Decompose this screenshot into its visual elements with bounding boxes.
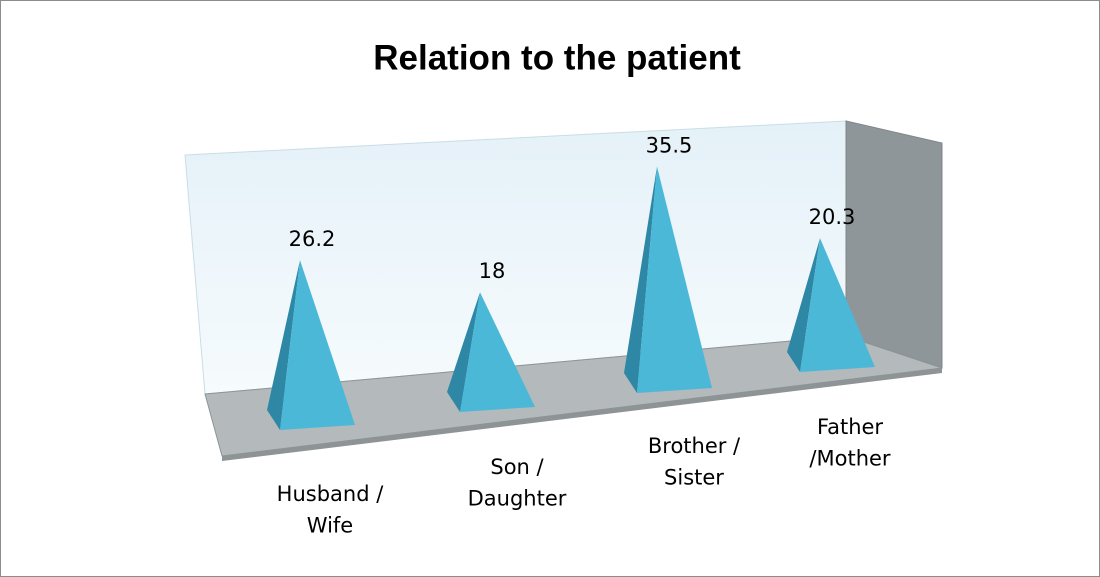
data-label: 20.3 [809,205,856,229]
pyramid-side [447,292,480,412]
pyramid-front [800,238,875,372]
pyramid-front [637,166,712,393]
data-label: 35.5 [646,133,693,157]
pyramid-side [267,260,300,430]
pyramid-front [280,260,355,430]
x-tick-label: Husband / Wife [277,482,385,538]
floor-edge [222,368,942,461]
x-tick-label: Brother / Sister [648,434,741,490]
pyramid-side [787,238,820,372]
pyramid-front [460,292,535,412]
data-label: 18 [479,259,506,283]
x-tick-label: Father/Mother [809,415,891,471]
data-label: 26.2 [289,227,336,251]
chart-title: Relation to the patient [373,38,741,77]
x-tick-label: Son / Daughter [468,455,567,511]
pyramid-side [624,166,657,393]
side-wall [845,120,943,369]
